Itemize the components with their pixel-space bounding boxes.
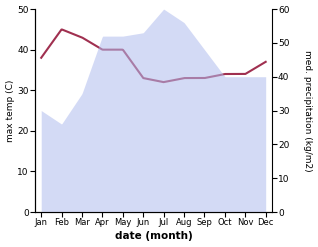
Y-axis label: max temp (C): max temp (C)	[5, 79, 15, 142]
Y-axis label: med. precipitation (kg/m2): med. precipitation (kg/m2)	[303, 50, 313, 171]
X-axis label: date (month): date (month)	[114, 231, 192, 242]
